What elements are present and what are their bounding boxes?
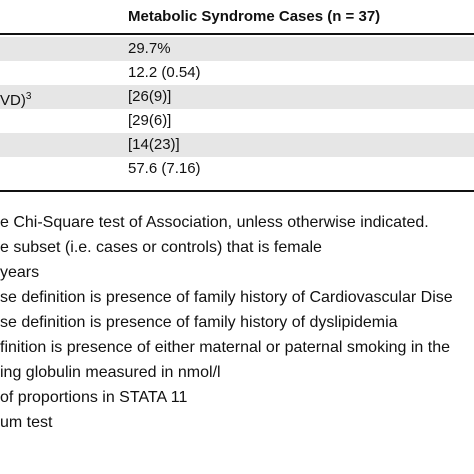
table-row bbox=[0, 109, 474, 133]
footnote: se definition is presence of family hist… bbox=[0, 289, 453, 306]
row-label: VD)3 bbox=[0, 87, 31, 111]
row-label-text: VD) bbox=[0, 92, 26, 109]
footnote: years bbox=[0, 264, 40, 281]
column-header: Metabolic Syndrome Cases (n = 37) bbox=[128, 8, 381, 25]
footnote: um test bbox=[0, 414, 53, 431]
footnote: se definition is presence of family hist… bbox=[0, 314, 398, 331]
table-row bbox=[0, 133, 474, 157]
cell-value: [29(6)] bbox=[128, 112, 172, 129]
footnote: finition is presence of either maternal … bbox=[0, 339, 451, 356]
cell-value: [26(9)] bbox=[128, 88, 172, 105]
table-row bbox=[0, 37, 474, 61]
cell-value: 12.2 (0.54) bbox=[128, 64, 201, 81]
cell-value: [14(23)] bbox=[128, 136, 180, 153]
footnote: of proportions in STATA 11 bbox=[0, 389, 188, 406]
table-row bbox=[0, 61, 474, 85]
footnote: e subset (i.e. cases or controls) that i… bbox=[0, 239, 322, 256]
header-rule bbox=[0, 33, 474, 35]
footnote: ing globulin measured in nmol/l bbox=[0, 364, 221, 381]
bottom-rule bbox=[0, 190, 474, 192]
table-row bbox=[0, 85, 474, 109]
table-row bbox=[0, 157, 474, 181]
cell-value: 57.6 (7.16) bbox=[128, 160, 201, 177]
row-label-sup: 3 bbox=[25, 91, 32, 102]
cell-value: 29.7% bbox=[128, 40, 171, 57]
footnote: e Chi-Square test of Association, unless… bbox=[0, 214, 429, 231]
